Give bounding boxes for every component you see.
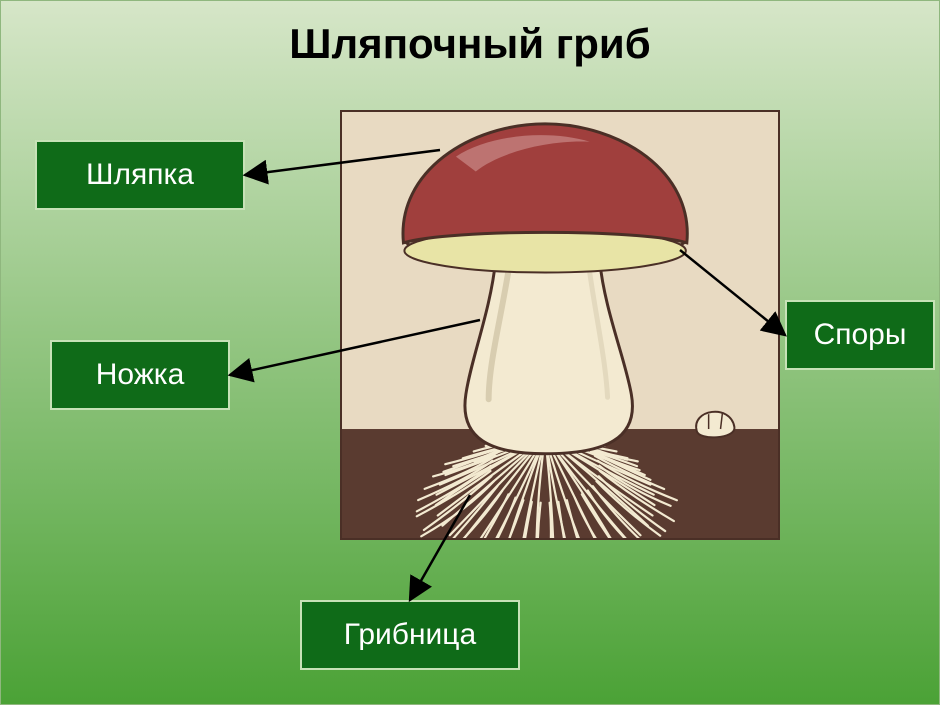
label-spores-text: Споры xyxy=(814,318,907,352)
label-spores: Споры xyxy=(785,300,935,370)
label-cap-text: Шляпка xyxy=(86,158,194,192)
label-cap: Шляпка xyxy=(35,140,245,210)
slide-title-text: Шляпочный гриб xyxy=(289,20,650,67)
slide-title: Шляпочный гриб xyxy=(0,20,940,68)
mushroom-figure xyxy=(340,110,780,540)
label-stem-text: Ножка xyxy=(96,358,185,392)
label-stem: Ножка xyxy=(50,340,230,410)
label-mycelium: Грибница xyxy=(300,600,520,670)
label-mycelium-text: Грибница xyxy=(344,618,476,652)
mushroom-svg xyxy=(342,112,778,538)
